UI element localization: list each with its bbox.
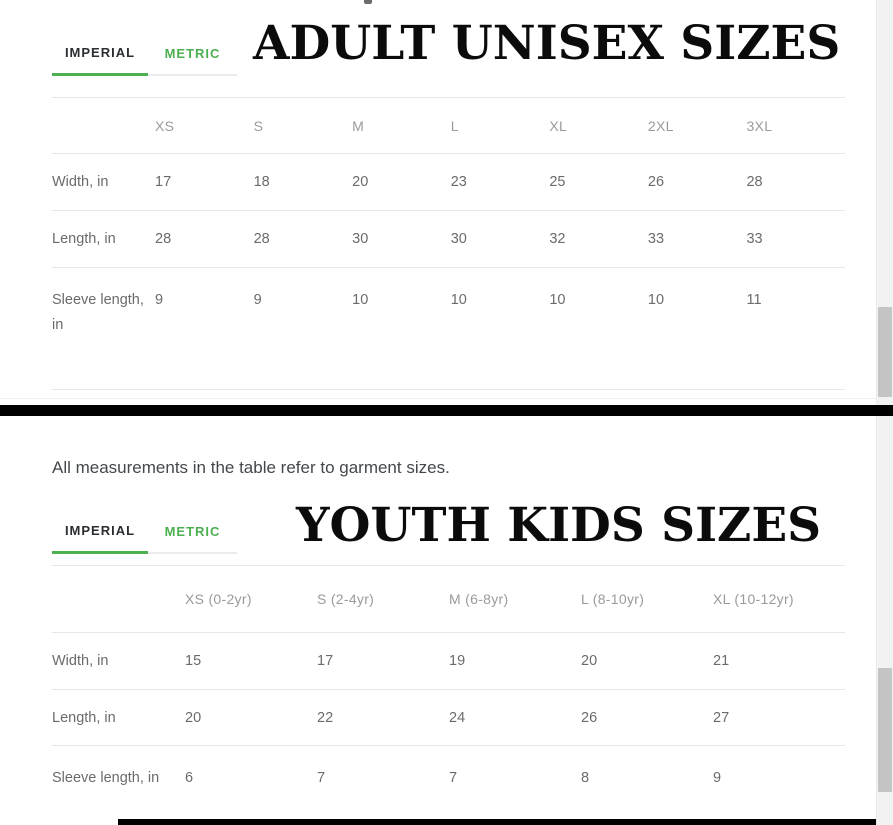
- table-cell: 10: [450, 292, 467, 308]
- table-cell: 26: [647, 174, 665, 190]
- table-cell: 10: [647, 292, 665, 308]
- row-label: Sleeve length, in: [52, 770, 160, 786]
- scrollbar-track-bottom[interactable]: [876, 416, 893, 825]
- cropped-text-artifact: [364, 0, 372, 4]
- scrollbar-thumb[interactable]: [878, 668, 892, 792]
- tab-metric[interactable]: METRIC: [148, 510, 237, 554]
- table-cell: 15: [185, 653, 202, 669]
- table-cell: 25: [549, 174, 566, 190]
- table-row-sleeve: Sleeve length, in 9 9 10 10 10 10 11: [52, 267, 845, 390]
- scrollbar-thumb[interactable]: [878, 307, 892, 397]
- table-cell: 32: [549, 231, 566, 247]
- table-cell: 28: [253, 231, 270, 247]
- column-header: XS: [155, 117, 175, 134]
- table-cell: 9: [253, 292, 262, 308]
- table-row-width: Width, in 17 18 20 23 25 26 28: [52, 153, 845, 210]
- adult-size-table: XS S M L XL 2XL 3XL Width, in 17 18 20 2…: [52, 97, 845, 390]
- column-header: M: [352, 117, 365, 134]
- bottom-black-bar: [118, 819, 893, 825]
- tab-imperial[interactable]: IMPERIAL: [52, 32, 148, 76]
- column-header: S (2-4yr): [317, 591, 375, 607]
- table-row-length: Length, in 28 28 30 30 32 33 33: [52, 210, 845, 267]
- screenshot-divider-bar: [0, 405, 893, 416]
- youth-size-table: XS (0-2yr) S (2-4yr) M (6-8yr) L (8-10yr…: [52, 565, 845, 825]
- table-cell: 30: [352, 231, 369, 247]
- table-row-width: Width, in 15 17 19 20 21: [52, 632, 845, 689]
- table-cell: 27: [713, 709, 730, 726]
- column-header: L: [450, 117, 459, 134]
- column-header: XL: [549, 117, 568, 134]
- table-row-sleeve: Sleeve length, in 6 7 7 8 9: [52, 745, 845, 825]
- table-row-length: Length, in 20 22 24 26 27: [52, 689, 845, 745]
- column-header: 3XL: [746, 117, 773, 134]
- table-cell: 24: [449, 709, 466, 726]
- adult-section-title: ADULT UNISEX SIZES: [253, 16, 841, 71]
- scrollbar-track-top[interactable]: [876, 0, 893, 405]
- corner-cell: [52, 98, 155, 153]
- table-cell: 11: [746, 292, 762, 308]
- adult-table-header-row: XS S M L XL 2XL 3XL: [52, 97, 845, 153]
- table-cell: 18: [253, 174, 270, 190]
- table-cell: 20: [185, 709, 202, 726]
- tab-imperial[interactable]: IMPERIAL: [52, 510, 148, 554]
- table-cell: 7: [317, 770, 326, 786]
- table-cell: 7: [449, 770, 458, 786]
- youth-table-header-row: XS (0-2yr) S (2-4yr) M (6-8yr) L (8-10yr…: [52, 565, 845, 632]
- youth-unit-tabs: IMPERIAL METRIC: [52, 510, 237, 554]
- table-cell: 10: [549, 292, 566, 308]
- table-cell: 21: [713, 653, 730, 669]
- table-cell: 17: [317, 653, 334, 669]
- adult-unit-tabs: IMPERIAL METRIC: [52, 32, 237, 76]
- column-header: XL (10-12yr): [713, 591, 794, 607]
- column-header: 2XL: [647, 117, 674, 134]
- table-cell: 19: [449, 653, 466, 669]
- table-cell: 23: [450, 174, 467, 190]
- row-label: Width, in: [52, 653, 109, 669]
- table-cell: 30: [450, 231, 467, 247]
- table-cell: 33: [647, 231, 665, 247]
- youth-section-title: YOUTH KIDS SIZES: [296, 498, 822, 553]
- table-cell: 8: [581, 770, 590, 786]
- table-cell: 9: [155, 292, 164, 308]
- table-cell: 17: [155, 174, 172, 190]
- row-label: Width, in: [52, 174, 109, 190]
- row-label: Sleeve length, in: [52, 292, 144, 333]
- table-cell: 28: [746, 174, 763, 190]
- table-cell: 26: [581, 709, 598, 726]
- column-header: L (8-10yr): [581, 591, 645, 607]
- corner-cell: [52, 566, 185, 632]
- measurements-note: All measurements in the table refer to g…: [52, 458, 450, 477]
- column-header: M (6-8yr): [449, 591, 509, 607]
- column-header: S: [253, 117, 264, 134]
- table-cell: 10: [352, 292, 369, 308]
- table-cell: 9: [713, 770, 722, 786]
- divider-shadow: [0, 398, 893, 399]
- table-cell: 20: [581, 653, 598, 669]
- table-cell: 22: [317, 709, 334, 726]
- table-cell: 28: [155, 231, 172, 247]
- table-cell: 33: [746, 231, 763, 247]
- table-cell: 6: [185, 770, 194, 786]
- column-header: XS (0-2yr): [185, 591, 252, 607]
- row-label: Length, in: [52, 231, 116, 247]
- table-cell: 20: [352, 174, 369, 190]
- tab-metric[interactable]: METRIC: [148, 32, 237, 76]
- row-label: Length, in: [52, 709, 116, 726]
